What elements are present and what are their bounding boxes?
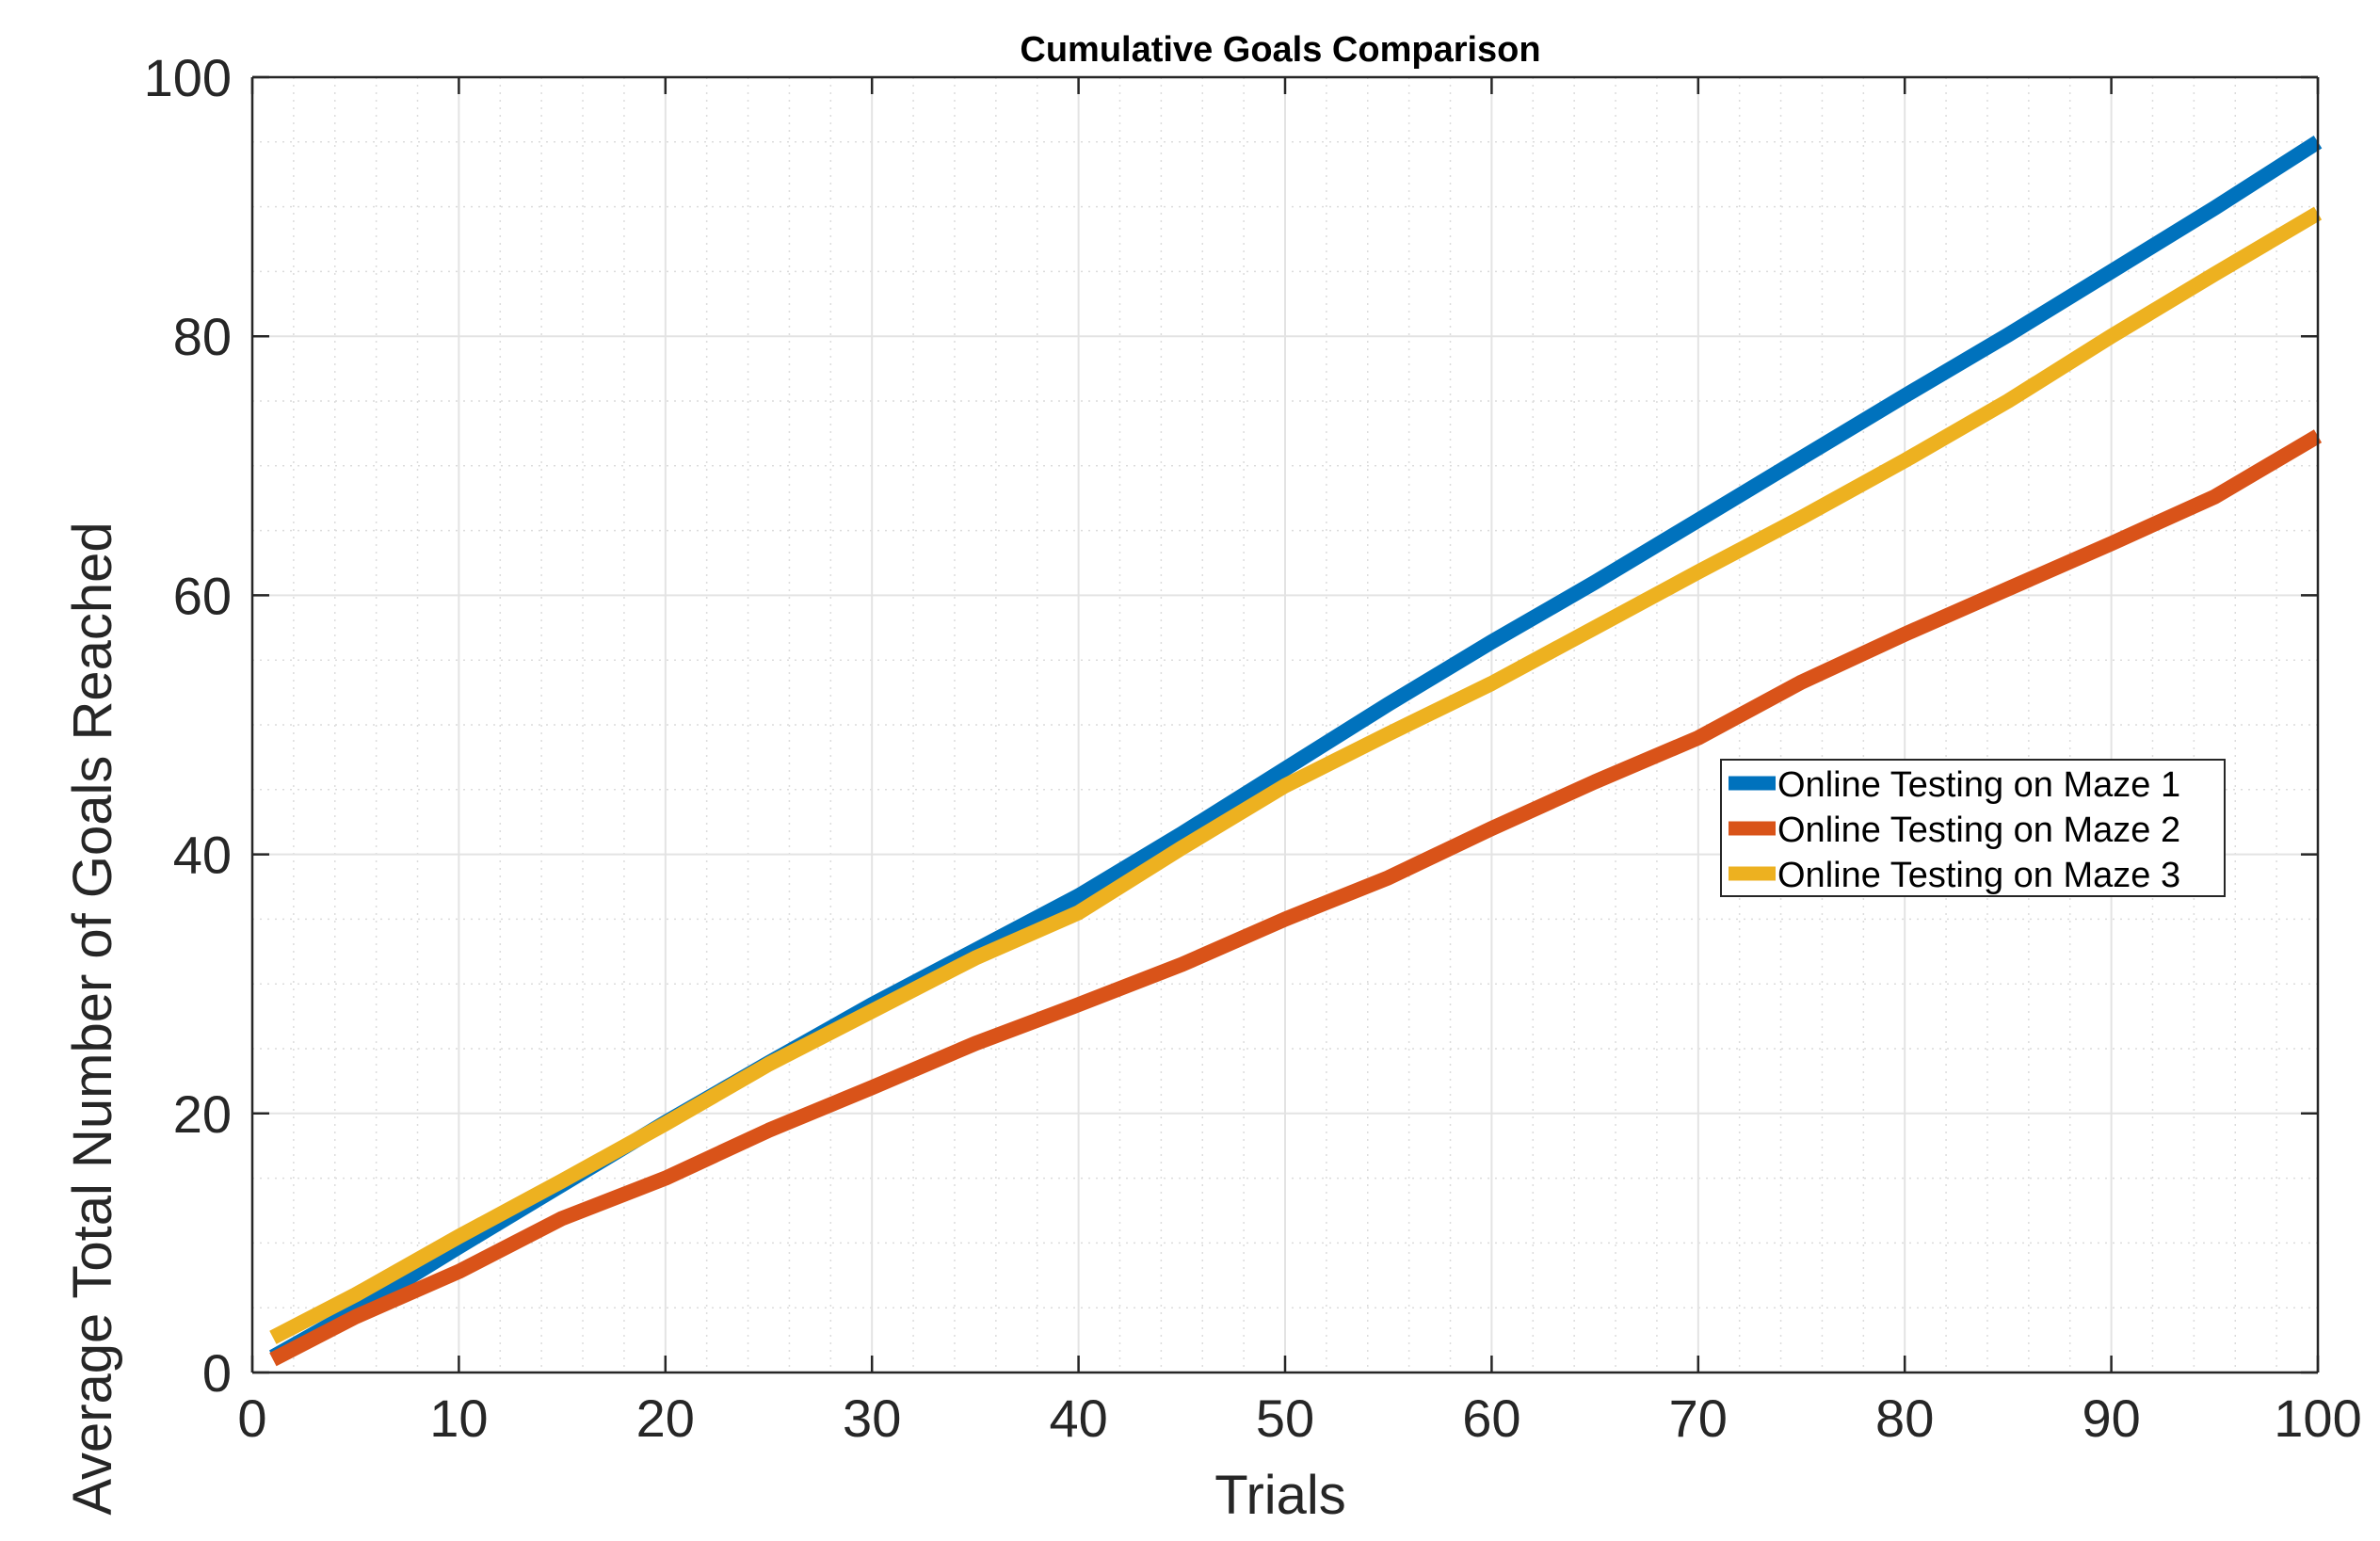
ticks-layer: 0 10 20 30 40 50 60 70 80 90 100 0 20 40 60 80 100 (144, 48, 2362, 1448)
series-line-maze-2 (269, 429, 2323, 1367)
x-tick-label: 60 (1462, 1389, 1520, 1448)
legend-label-maze-3: Online Testing on Maze 3 (1777, 856, 2180, 895)
y-tick-label: 20 (173, 1084, 232, 1144)
x-tick-label: 40 (1049, 1389, 1107, 1448)
legend-box (1720, 759, 2226, 897)
legend-label-maze-1: Online Testing on Maze 1 (1777, 765, 2180, 805)
chart-title: Cumulative Goals Comparison (1020, 30, 1540, 70)
y-tick-label: 60 (173, 566, 232, 625)
x-axis-title: Trials (1214, 1465, 1346, 1526)
x-tick-label: 30 (843, 1389, 901, 1448)
y-axis-title: Average Total Number of Goals Reached (62, 522, 123, 1515)
x-tick-label: 10 (429, 1389, 488, 1448)
series-line-maze-3 (269, 206, 2323, 1344)
y-tick-label: 80 (173, 307, 232, 366)
x-tick-label: 90 (2082, 1389, 2140, 1448)
legend-label-maze-2: Online Testing on Maze 2 (1777, 811, 2180, 850)
x-tick-label: 0 (237, 1389, 266, 1448)
x-tick-label: 20 (636, 1389, 695, 1448)
x-tick-label: 100 (2274, 1389, 2361, 1448)
x-tick-label: 80 (1875, 1389, 1934, 1448)
x-tick-label: 70 (1669, 1389, 1728, 1448)
x-tick-label: 50 (1256, 1389, 1314, 1448)
y-tick-label: 40 (173, 826, 232, 885)
series-layer (268, 136, 2323, 1367)
y-tick-label: 0 (202, 1343, 232, 1403)
legend: Online Testing on Maze 1 Online Testing … (1720, 759, 2226, 897)
y-tick-label: 100 (144, 48, 232, 107)
